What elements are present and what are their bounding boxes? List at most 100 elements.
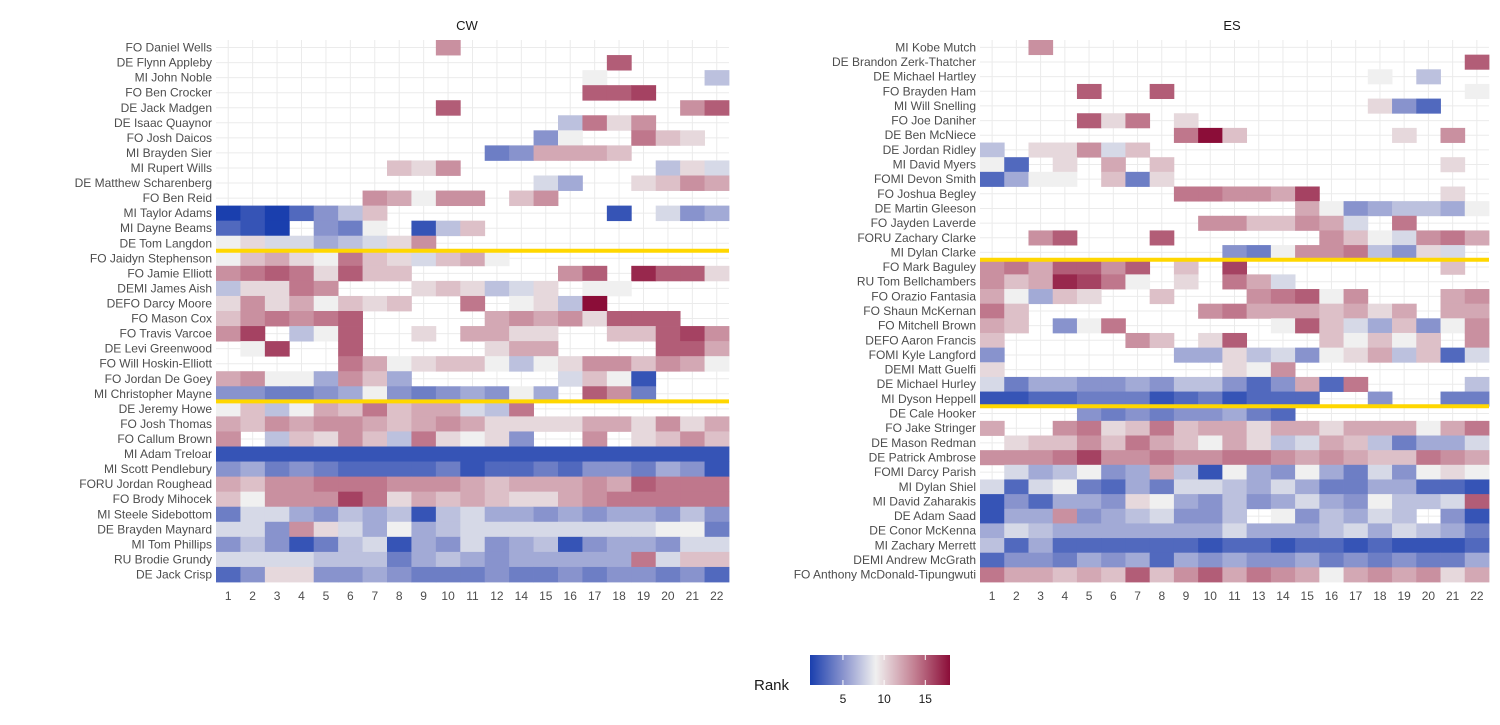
heatmap-cell	[582, 476, 608, 493]
heatmap-cell	[338, 326, 363, 342]
heatmap-cell	[484, 386, 510, 402]
heatmap-cell	[387, 190, 412, 207]
y-tick-label: DEMI Andrew McGrath	[853, 553, 976, 567]
heatmap-cell	[338, 521, 363, 538]
y-tick-label: MI Dayne Beams	[120, 221, 212, 235]
heatmap-cell	[1101, 274, 1126, 290]
heatmap-cell	[509, 356, 534, 372]
heatmap-cell	[1295, 538, 1320, 554]
heatmap-cell	[1125, 538, 1151, 554]
y-tick-label: DE Brayden Maynard	[97, 522, 212, 536]
heatmap-cell	[558, 461, 583, 478]
heatmap-cell	[289, 416, 315, 432]
heatmap-cell	[704, 160, 730, 176]
heatmap-cell	[362, 551, 388, 568]
heatmap-cell	[680, 160, 705, 176]
heatmap-cell	[1270, 538, 1296, 554]
y-tick-label: FO Mitchell Brown	[878, 319, 976, 333]
heatmap-cell	[289, 521, 315, 538]
heatmap-cell	[1004, 435, 1029, 451]
y-tick-label: DE Jack Madgen	[121, 101, 212, 115]
heatmap-cell	[362, 566, 388, 583]
heatmap-cell	[980, 552, 1005, 568]
heatmap-cell	[362, 446, 388, 462]
heatmap-cell	[1198, 406, 1223, 422]
heatmap-cell	[1052, 435, 1078, 451]
heatmap-cell	[558, 446, 583, 462]
heatmap-cell	[1076, 259, 1102, 275]
heatmap-cell	[1222, 479, 1248, 495]
heatmap-cell	[1173, 113, 1199, 129]
heatmap-cell	[1319, 347, 1344, 363]
heatmap-cell	[240, 341, 266, 357]
x-tick-label: 20	[1422, 589, 1436, 603]
heatmap-cell	[1028, 450, 1054, 466]
heatmap-cell	[216, 205, 241, 222]
heatmap-cell	[558, 145, 583, 161]
heatmap-cell	[313, 280, 339, 297]
x-tick-label: 8	[1158, 589, 1165, 603]
heatmap-cell	[240, 506, 266, 523]
heatmap-cell	[1392, 303, 1417, 319]
heatmap-cell	[631, 521, 657, 538]
heatmap-cell	[1295, 523, 1320, 539]
x-tick-label: 18	[612, 589, 626, 603]
heatmap-cell	[631, 386, 657, 402]
heatmap-cell	[533, 446, 559, 462]
heatmap-cell	[680, 175, 705, 191]
heatmap-cell	[1076, 83, 1102, 99]
heatmap-cell	[1004, 171, 1029, 187]
heatmap-cell	[484, 311, 510, 327]
heatmap-cell	[631, 461, 657, 478]
heatmap-cell	[1101, 157, 1126, 173]
heatmap-cell	[216, 476, 241, 493]
heatmap-cell	[484, 326, 510, 342]
heatmap-cell	[313, 446, 339, 462]
heatmap-cell	[1173, 391, 1199, 407]
heatmap-cell	[1149, 552, 1175, 568]
heatmap-cell	[631, 416, 657, 432]
heatmap-cell	[680, 431, 705, 447]
heatmap-cell	[387, 250, 412, 267]
heatmap-cell	[1004, 494, 1029, 510]
heatmap-cell	[1392, 215, 1417, 231]
heatmap-cell	[606, 311, 632, 327]
heatmap-cell	[1295, 201, 1320, 217]
heatmap-cell	[362, 205, 388, 222]
heatmap-cell	[1367, 450, 1393, 466]
y-tick-label: FO Daniel Wells	[126, 41, 212, 55]
heatmap-cell	[435, 431, 461, 447]
heatmap-cell	[264, 401, 290, 417]
heatmap-cell	[980, 259, 1005, 275]
heatmap-cell	[1173, 567, 1199, 583]
heatmap-cell	[313, 250, 339, 267]
heatmap-cell	[533, 130, 559, 146]
heatmap-cell	[1270, 245, 1296, 261]
heatmap-cell	[1101, 142, 1126, 158]
heatmap-cell	[435, 160, 461, 176]
heatmap-cell	[1222, 523, 1248, 539]
heatmap-cell	[1149, 435, 1175, 451]
heatmap-cell	[1343, 494, 1369, 510]
heatmap-cell	[1319, 245, 1344, 261]
heatmap-cell	[1028, 391, 1054, 407]
heatmap-cell	[1270, 508, 1296, 524]
heatmap-cell	[338, 431, 363, 447]
heatmap-cell	[216, 311, 241, 327]
y-tick-label: DEMI James Aish	[117, 281, 212, 295]
heatmap-cell	[1464, 347, 1490, 363]
heatmap-cell	[1076, 523, 1102, 539]
heatmap-cell	[1319, 230, 1344, 246]
heatmap-cell	[1125, 142, 1151, 158]
heatmap-cell	[460, 521, 486, 538]
heatmap-cell	[1028, 40, 1054, 56]
heatmap-cell	[1004, 464, 1029, 480]
heatmap-cell	[533, 521, 559, 538]
heatmap-cell	[533, 326, 559, 342]
y-tick-label: FORU Zachary Clarke	[857, 231, 976, 245]
heatmap-cell	[484, 536, 510, 553]
heatmap-cell	[411, 506, 437, 523]
heatmap-cell	[1198, 186, 1223, 202]
heatmap-cell	[1343, 245, 1369, 261]
heatmap-cell	[1222, 406, 1248, 422]
